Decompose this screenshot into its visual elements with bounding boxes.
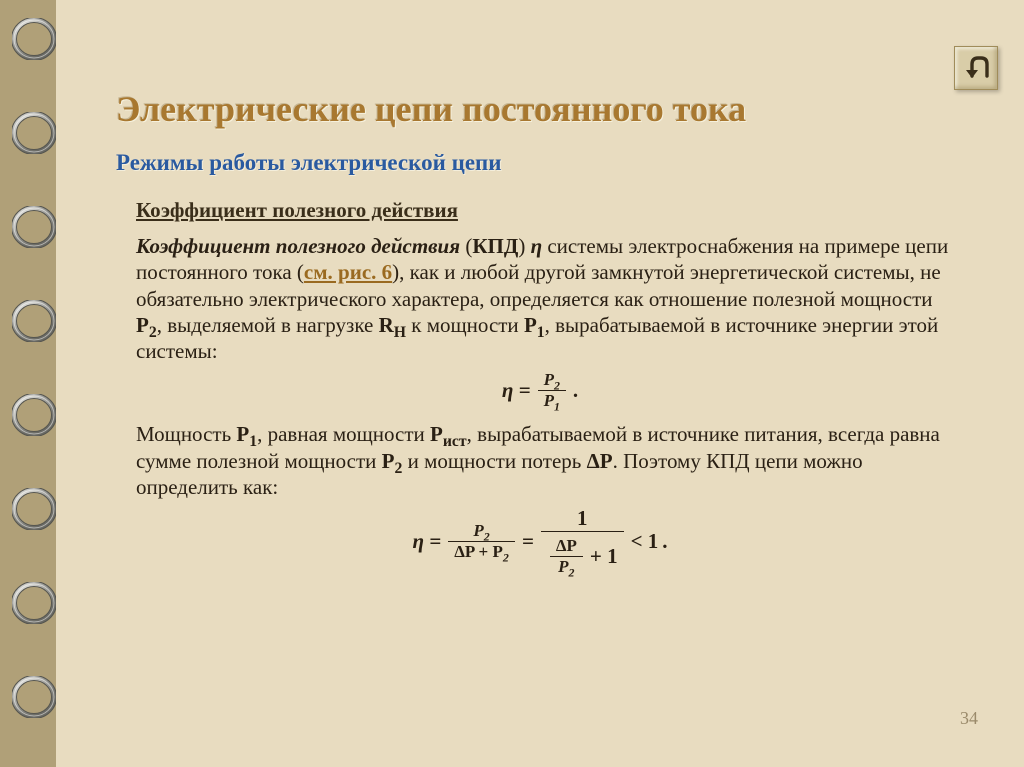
paragraph-1: Коэффициент полезного действия (КПД) η с… [136, 233, 954, 364]
page-subtitle: Режимы работы электрической цепи [116, 150, 964, 176]
paragraph-2: Мощность P1, равная мощности Pист, выраб… [136, 421, 954, 500]
formula-eta-ratio: η = P2 P1 . [116, 370, 964, 411]
page-number: 34 [960, 708, 978, 729]
slide-page: Электрические цепи постоянного тока Режи… [56, 0, 1024, 767]
u-turn-arrow-icon [961, 54, 991, 82]
term-kpd-abbr: КПД [472, 234, 518, 258]
term-kpd-full: Коэффициент полезного действия [136, 234, 460, 258]
page-title: Электрические цепи постоянного тока [116, 88, 964, 130]
formula-eta-expanded: η = P2 ΔP + P2 = 1 ΔP P2 + 1 [116, 506, 964, 577]
symbol-eta: η [531, 234, 543, 258]
section-heading: Коэффициент полезного действия [136, 198, 964, 223]
back-button[interactable] [954, 46, 998, 90]
figure-link[interactable]: см. рис. 6 [304, 260, 392, 284]
